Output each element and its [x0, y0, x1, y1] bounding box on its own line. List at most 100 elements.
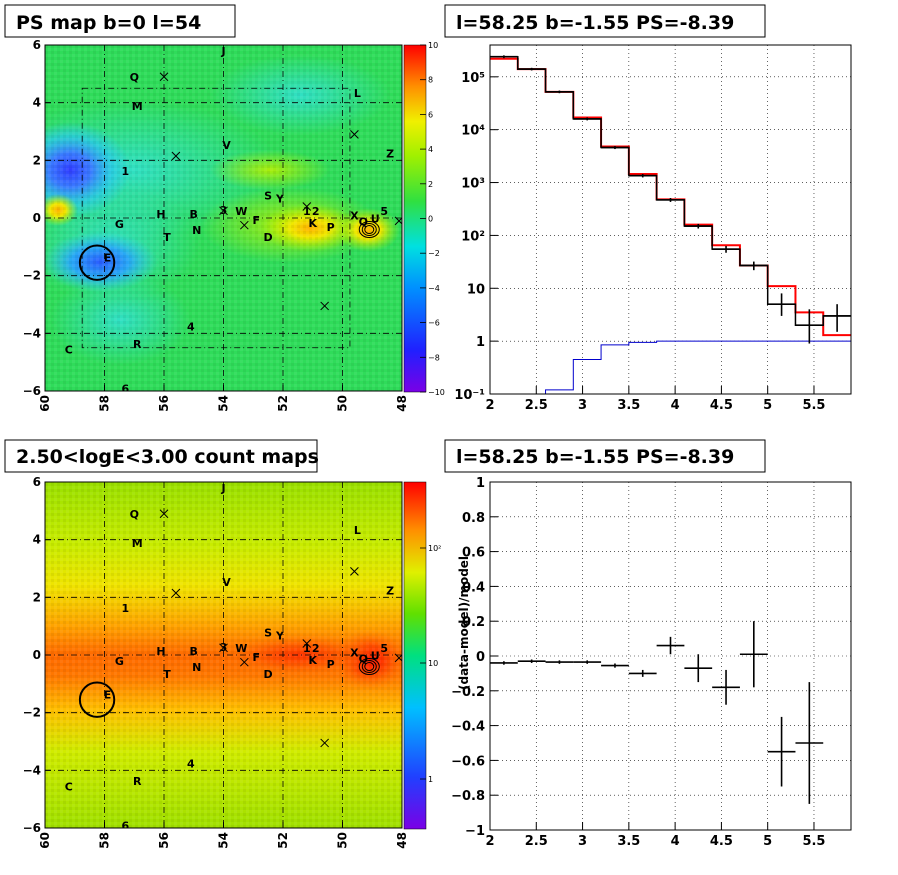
source-cross	[302, 202, 312, 211]
target-circle	[78, 681, 116, 718]
count-colorbar	[403, 481, 427, 830]
source-label: E	[104, 251, 112, 264]
residual-panel: 2 2.5 3 3.5 4 4.5 5 5.5 1 0.8 0.6 0.4 0.2 0 −0.2 −0.4 −0…	[451, 476, 852, 849]
residual-ylabel: (data-model)/model	[457, 556, 471, 690]
residual-grid	[490, 482, 851, 830]
data-point	[795, 309, 824, 344]
x-tick-label: 3	[578, 398, 587, 413]
source-cross	[159, 509, 169, 519]
source-label: 1	[303, 642, 311, 655]
contour-ring	[361, 223, 377, 237]
source-label: 1	[121, 602, 129, 615]
source-label: B	[190, 645, 198, 658]
spectrum-data-points	[490, 55, 851, 344]
residual-title-box	[444, 439, 766, 473]
x-tick-label: 48	[395, 395, 409, 412]
source-label: G	[115, 655, 124, 668]
data-point	[739, 261, 768, 271]
source-cross	[239, 220, 249, 230]
data-point	[656, 198, 685, 202]
y-tick-label: 0.8	[462, 511, 485, 526]
source-label: F	[252, 214, 260, 227]
source-label: 1	[303, 205, 311, 218]
y-tick-label: −6	[23, 821, 41, 835]
target-circle	[78, 244, 116, 281]
source-label: S	[264, 189, 272, 202]
source-label: R	[133, 338, 142, 351]
x-tick-label: 58	[98, 832, 112, 849]
spectrum-series	[490, 55, 851, 394]
x-tick-label: 4	[671, 834, 680, 849]
y-tick-label: −1	[465, 824, 485, 839]
y-tick-label: 1	[476, 335, 485, 350]
y-tick-label: 4	[33, 533, 41, 547]
source-label: W	[235, 205, 247, 218]
source-label: 2	[312, 642, 320, 655]
x-tick-label: 5.5	[802, 834, 825, 849]
source-label: H	[156, 208, 165, 221]
colorbar-tick-label: −4	[428, 284, 440, 293]
source-label: P	[327, 221, 335, 234]
y-tick-label: −0.6	[451, 754, 485, 769]
residual-title: l=58.25 b=-1.55 PS=-8.39	[456, 446, 734, 468]
contour-ring	[361, 660, 377, 674]
source-label: N	[192, 661, 201, 674]
x-tick-label: 52	[276, 395, 290, 412]
residual-axes: 2 2.5 3 3.5 4 4.5 5 5.5 1 0.8 0.6 0.4 0.2 0 −0.2 −0.4 −0…	[451, 476, 825, 849]
series-line	[490, 57, 851, 337]
y-tick-label: 0	[33, 211, 41, 225]
residual-point	[684, 654, 713, 683]
x-tick-label: 60	[38, 395, 52, 412]
source-cross	[302, 639, 312, 648]
source-label: F	[252, 651, 260, 664]
x-tick-label: 2	[485, 398, 494, 413]
x-tick-label: 3.5	[617, 834, 640, 849]
data-point	[490, 55, 518, 59]
colorbar-tick-label: 8	[428, 76, 433, 85]
source-cross	[320, 301, 330, 311]
y-tick-label: 0.6	[462, 546, 485, 561]
source-label: G	[115, 218, 124, 231]
source-label: Z	[386, 148, 394, 161]
count-map-title: 2.50<logE<3.00 count maps	[16, 446, 319, 468]
colorbar-tick-label: 10	[428, 659, 438, 668]
source-label: L	[354, 87, 361, 100]
colorbar-tick-label: −6	[428, 319, 440, 328]
source-label: Q	[359, 215, 368, 228]
data-point	[823, 304, 851, 332]
y-tick-label: −0.2	[451, 685, 485, 700]
y-tick-label: −2	[23, 706, 41, 720]
data-point	[628, 174, 657, 178]
colorbar-tick-label: 1	[428, 775, 433, 784]
source-label: M	[132, 100, 143, 113]
spectrum-title-box	[444, 4, 766, 38]
source-cross	[159, 72, 169, 82]
source-cross	[171, 588, 181, 598]
count-map-title-box	[4, 439, 318, 473]
y-tick-label: −4	[23, 763, 41, 777]
data-point	[712, 246, 740, 253]
x-tick-label: 2.5	[525, 834, 548, 849]
residual-point	[490, 661, 518, 665]
residual-point	[517, 659, 546, 663]
data-point	[545, 90, 574, 94]
source-label: Q	[130, 71, 139, 84]
x-tick-label: 2.5	[525, 398, 548, 413]
x-tick-label: 5.5	[802, 398, 825, 413]
colorbar-tick-label: 2	[428, 180, 433, 189]
y-tick-label: 10	[467, 282, 485, 297]
source-label: X	[350, 647, 359, 660]
source-label: T	[163, 668, 171, 681]
count-map-grid	[45, 482, 402, 828]
source-label: Z	[386, 585, 394, 598]
source-label: K	[308, 654, 317, 667]
source-label: U	[371, 649, 380, 662]
colorbar-tick-label: 4	[428, 145, 433, 154]
y-tick-label: −6	[23, 384, 41, 398]
source-label: D	[264, 231, 273, 244]
y-tick-label: 0.4	[462, 580, 485, 595]
